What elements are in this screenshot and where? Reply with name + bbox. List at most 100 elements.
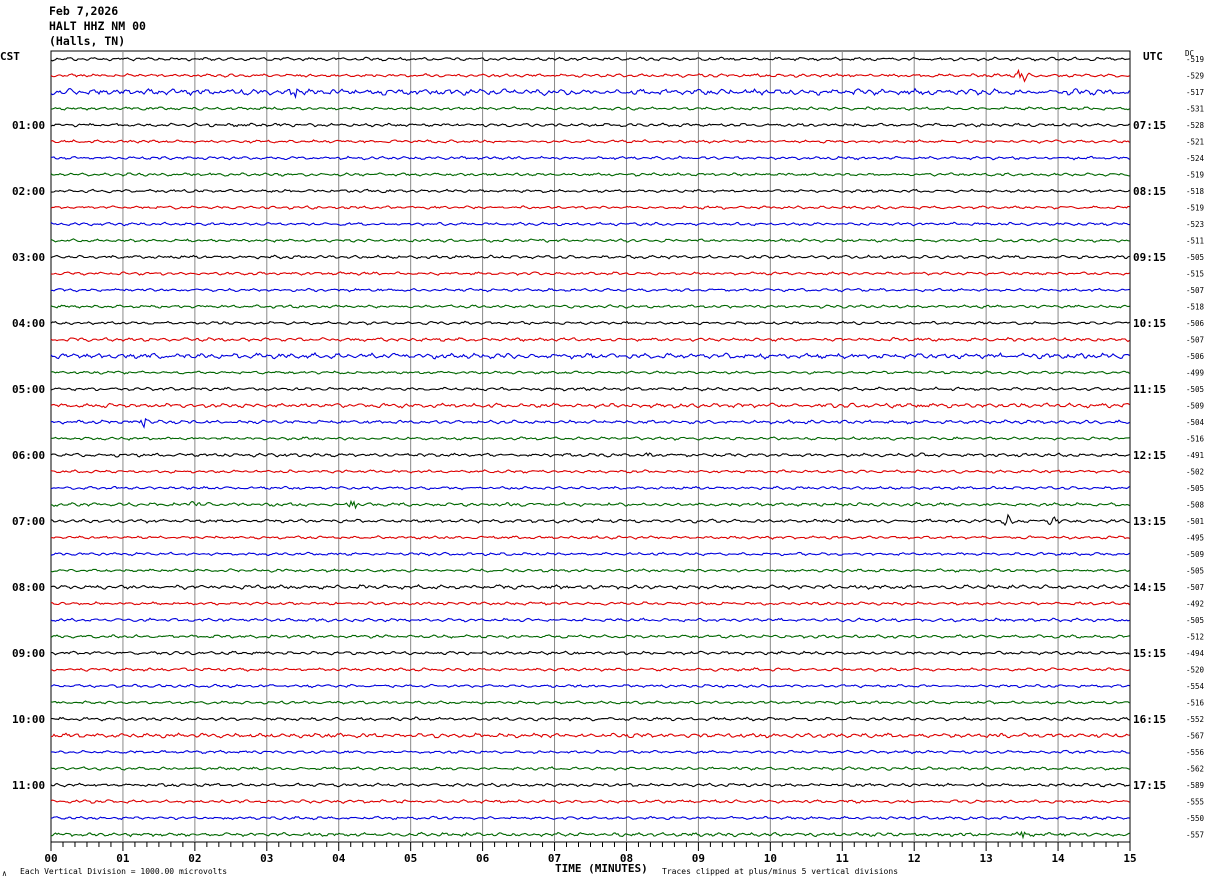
- seismic-trace: [51, 749, 1130, 755]
- dc-offset-label: -505: [1186, 484, 1204, 493]
- seismic-trace: [50, 287, 1130, 293]
- seismic-trace: [50, 551, 1130, 557]
- seismic-trace: [50, 122, 1130, 128]
- right-hour-label: 14:15: [1133, 581, 1166, 594]
- right-hour-label: 13:15: [1133, 515, 1166, 528]
- seismic-trace: [50, 56, 1130, 62]
- x-tick-label: 05: [404, 852, 417, 865]
- dc-offset-label: -528: [1186, 121, 1205, 130]
- left-hour-label: 10:00: [12, 713, 45, 726]
- left-hour-label: 04:00: [12, 317, 45, 330]
- seismic-trace: [50, 320, 1130, 326]
- x-tick-label: 12: [908, 852, 921, 865]
- dc-offset-label: -519: [1186, 55, 1204, 64]
- dc-offset-label: -504: [1186, 418, 1205, 427]
- dc-offset-label: -506: [1186, 319, 1205, 328]
- dc-offset-label: -531: [1186, 105, 1204, 114]
- dc-offset-label: -492: [1186, 600, 1204, 609]
- seismic-trace: [50, 417, 1130, 429]
- seismic-trace: [51, 716, 1130, 722]
- seismic-trace: [50, 87, 1130, 100]
- seismic-trace: [50, 172, 1130, 177]
- x-tick-label: 06: [476, 852, 490, 865]
- seismic-trace: [50, 601, 1130, 606]
- dc-offset-label: -555: [1186, 798, 1204, 807]
- dc-offset-label: -516: [1186, 435, 1205, 444]
- dc-offset-label: -509: [1186, 550, 1204, 559]
- right-timezone-label: UTC: [1143, 50, 1163, 63]
- dc-offset-label: -567: [1186, 732, 1204, 741]
- dc-offset-label: -516: [1186, 699, 1205, 708]
- dc-offset-label: -505: [1186, 253, 1204, 262]
- dc-column-label: DC: [1185, 49, 1195, 58]
- seismic-trace: [50, 634, 1130, 639]
- dc-offset-label: -508: [1186, 501, 1205, 510]
- clip-note: Traces clipped at plus/minus 5 vertical …: [662, 867, 899, 876]
- right-hour-label: 12:15: [1133, 449, 1166, 462]
- seismic-trace: [50, 68, 1130, 83]
- dc-offset-label: -499: [1186, 369, 1204, 378]
- axis-labels: 00 01 02 03 04 05 06 07 08 09 10 11 12 13 14 15 -519 -529…: [12, 55, 1205, 865]
- seismic-trace: [51, 700, 1130, 705]
- dc-offset-label: -520: [1186, 666, 1205, 675]
- dc-offset-label: -524: [1186, 154, 1205, 163]
- seismic-trace: [50, 782, 1130, 788]
- seismic-trace: [50, 568, 1130, 573]
- station-location: (Halls, TN): [49, 34, 126, 48]
- right-hour-label: 07:15: [1133, 119, 1166, 132]
- dc-offset-label: -509: [1186, 402, 1204, 411]
- seismic-trace: [50, 139, 1130, 144]
- plot-date: Feb 7,2026: [49, 4, 119, 18]
- x-tick-label: 13: [980, 852, 993, 865]
- left-hour-label: 03:00: [12, 251, 45, 264]
- dc-offset-label: -501: [1186, 517, 1204, 526]
- dc-offset-label: -521: [1186, 138, 1204, 147]
- seismic-trace: [50, 106, 1130, 111]
- x-axis-title: TIME (MINUTES): [555, 862, 648, 875]
- dc-offset-label: -552: [1186, 715, 1204, 724]
- left-hour-label: 05:00: [12, 383, 45, 396]
- seismic-trace: [50, 815, 1130, 821]
- dc-offset-label: -502: [1186, 468, 1204, 477]
- seismic-trace: [50, 583, 1130, 591]
- x-tick-label: 09: [692, 852, 705, 865]
- dc-offset-label: -557: [1186, 831, 1204, 840]
- plot-grid: [50, 50, 1131, 851]
- dc-offset-label: -556: [1186, 748, 1205, 757]
- left-hour-label: 06:00: [12, 449, 45, 462]
- seismic-trace: [50, 370, 1130, 375]
- seismic-trace: [50, 452, 1130, 458]
- seismic-trace: [50, 766, 1130, 771]
- left-timezone-label: CST: [0, 50, 20, 63]
- seismic-trace: [50, 667, 1130, 672]
- right-hour-label: 08:15: [1133, 185, 1166, 198]
- seismic-trace: [50, 336, 1130, 343]
- seismic-trace: [50, 386, 1130, 392]
- dc-offset-label: -550: [1186, 814, 1205, 823]
- seismic-trace: [50, 352, 1130, 360]
- seismic-trace: [50, 799, 1130, 804]
- seismic-trace: [50, 271, 1130, 276]
- dc-offset-label: -554: [1186, 682, 1205, 691]
- right-hour-label: 11:15: [1133, 383, 1166, 396]
- dc-offset-label: -507: [1186, 583, 1204, 592]
- seismic-trace: [51, 535, 1130, 540]
- seismic-trace: [50, 485, 1130, 491]
- dc-offset-label: -507: [1186, 336, 1204, 345]
- seismic-trace: [50, 205, 1130, 210]
- left-hour-label: 02:00: [12, 185, 45, 198]
- x-tick-label: 11: [836, 852, 850, 865]
- left-hour-label: 01:00: [12, 119, 45, 132]
- seismic-trace: [50, 650, 1130, 656]
- dc-offset-label: -562: [1186, 765, 1204, 774]
- plot-frame: [50, 50, 1131, 843]
- seismic-trace: [50, 254, 1130, 260]
- dc-offset-label: -494: [1186, 649, 1205, 658]
- x-tick-label: 04: [332, 852, 346, 865]
- seismic-trace: [50, 732, 1130, 739]
- dc-offset-label: -515: [1186, 270, 1204, 279]
- dc-offset-label: -529: [1186, 72, 1204, 81]
- seismic-trace: [50, 221, 1130, 227]
- seismic-trace: [50, 469, 1130, 474]
